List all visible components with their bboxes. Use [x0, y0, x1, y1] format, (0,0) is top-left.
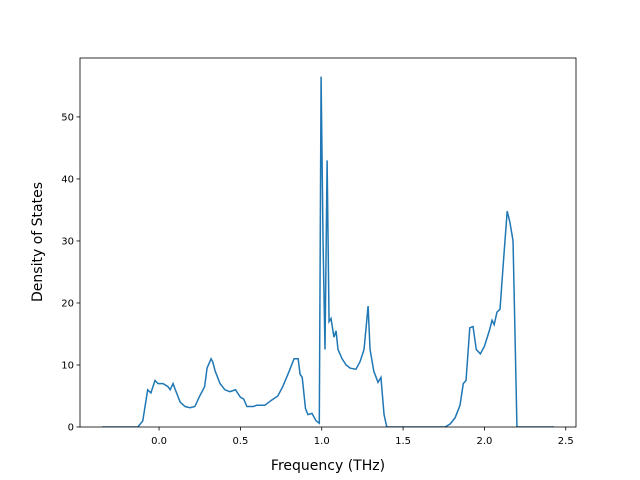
plot-frame: [79, 57, 577, 428]
x-tick-label: 0.5: [232, 436, 248, 447]
y-tick-label: 50: [61, 112, 74, 123]
x-tick-label: 2.0: [476, 436, 492, 447]
y-tick-label: 30: [61, 236, 74, 247]
x-tick-label: 1.0: [314, 436, 330, 447]
x-tick-label: 1.5: [395, 436, 411, 447]
y-tick-label: 10: [61, 360, 74, 371]
y-axis-label: Density of States: [30, 182, 46, 302]
x-tick-label: 0.0: [151, 436, 167, 447]
data-line: [102, 76, 555, 427]
y-tick-label: 40: [61, 174, 74, 185]
y-tick-label: 20: [61, 298, 74, 309]
y-tick-label: 0: [68, 423, 74, 434]
x-axis-label: Frequency (THz): [271, 458, 385, 474]
x-tick-label: 2.5: [558, 436, 574, 447]
